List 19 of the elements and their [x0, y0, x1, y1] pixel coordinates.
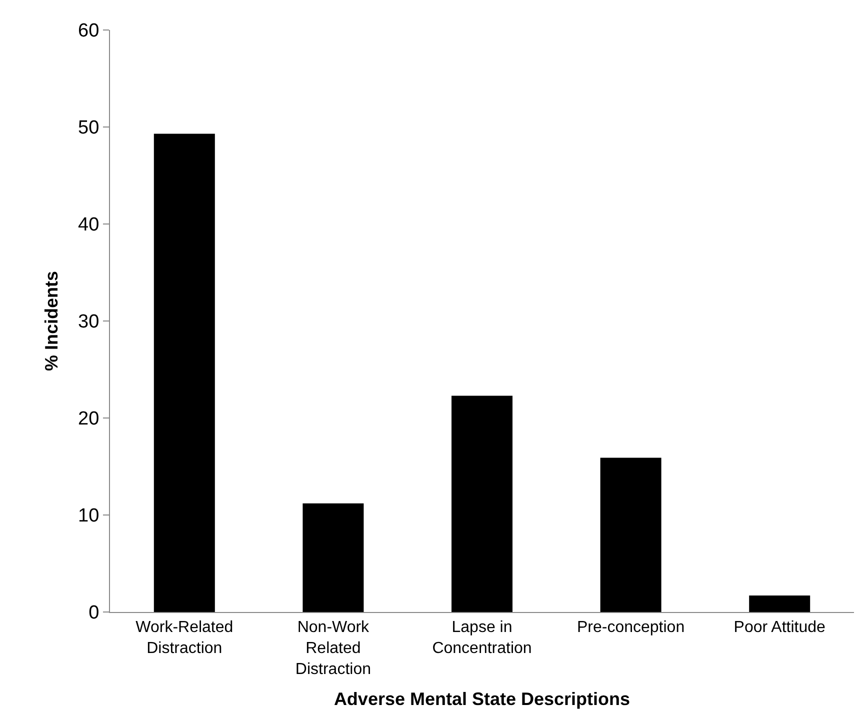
- bar: [452, 396, 512, 612]
- y-tick-label: 50: [78, 118, 100, 139]
- y-tick-label: 10: [78, 506, 100, 527]
- y-tick-label: 20: [78, 408, 100, 430]
- y-tick-label: 40: [78, 214, 100, 236]
- x-tick-label: Work-Related Distraction: [136, 619, 234, 657]
- bar: [302, 503, 364, 612]
- x-tick-label: Pre-conception: [576, 619, 685, 636]
- y-tick-label: 60: [78, 20, 100, 42]
- bar: [154, 134, 215, 612]
- x-tick-label: Lapse in Concentration: [432, 619, 532, 657]
- bar: [749, 596, 810, 612]
- x-tick-label: Non-Work Related Distraction: [295, 619, 371, 678]
- x-axis-title: Adverse Mental State Descriptions: [334, 688, 630, 709]
- x-tick-label: Poor Attitude: [734, 619, 826, 636]
- y-tick-label: 0: [88, 602, 100, 624]
- y-tick-label: 30: [78, 312, 100, 333]
- bar: [600, 458, 662, 612]
- y-axis-title: % Incidents: [41, 270, 62, 372]
